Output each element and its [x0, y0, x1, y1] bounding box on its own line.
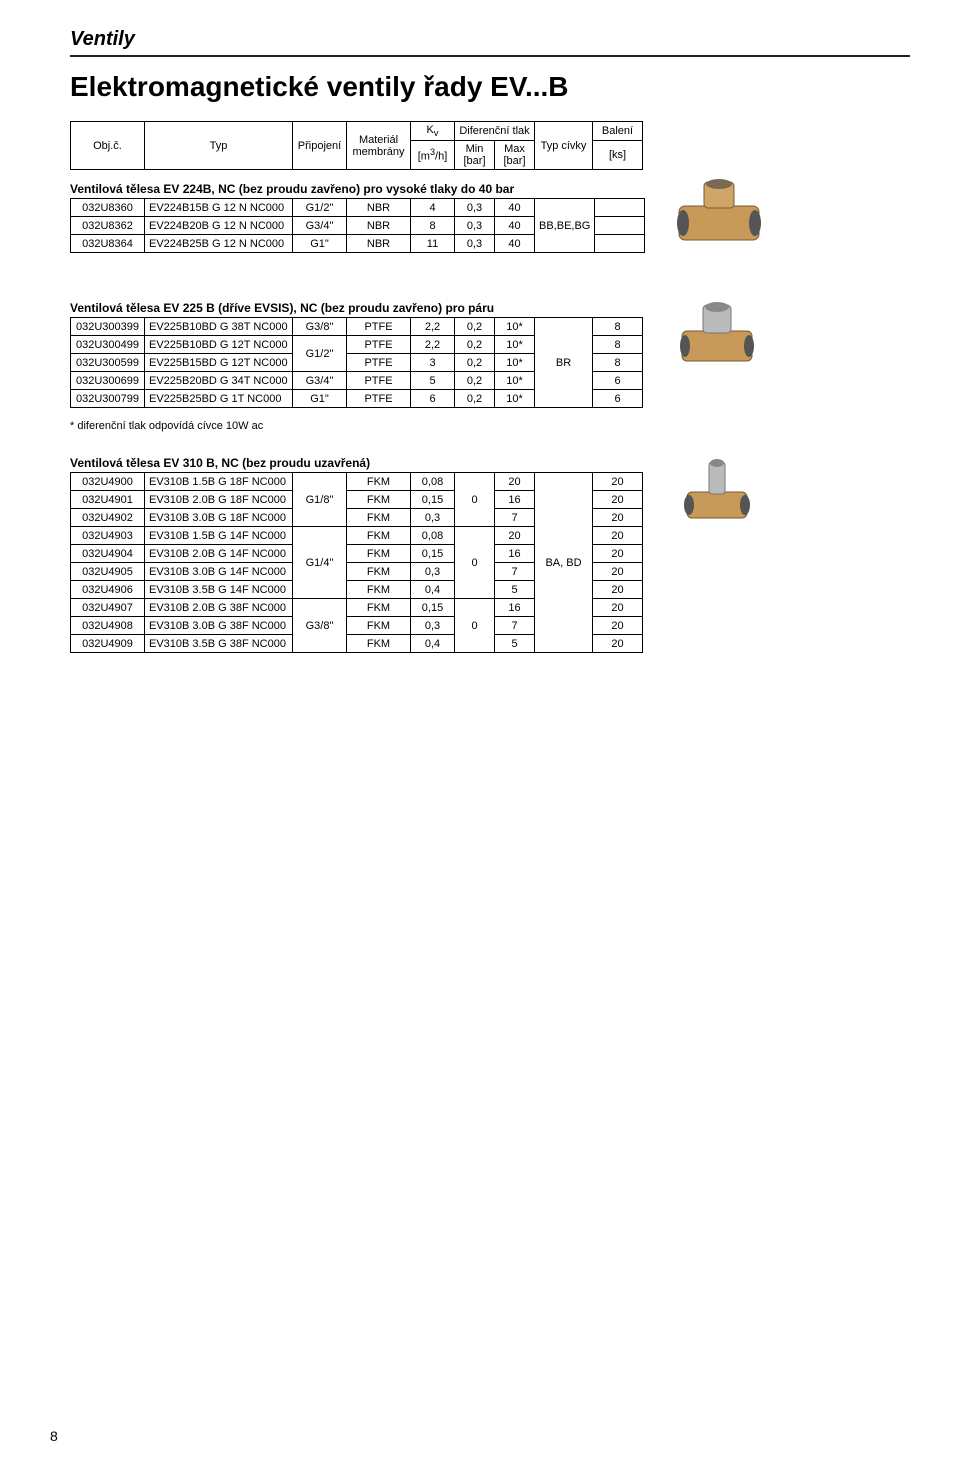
table-225: 032U300399 EV225B10BD G 38T NC000 G3/8" … — [70, 317, 643, 408]
section-310-title: Ventilová tělesa EV 310 B, NC (bez proud… — [70, 456, 643, 470]
col-prip: Připojení — [293, 122, 347, 170]
valve-image-310 — [667, 448, 767, 528]
col-kv: Kv — [411, 122, 455, 141]
section-225-title: Ventilová tělesa EV 225 B (dříve EVSIS),… — [70, 301, 643, 315]
table-row: 032U4900 EV310B 1.5B G 18F NC000 G1/8" F… — [71, 473, 643, 491]
col-mat: Materiál membrány — [347, 122, 411, 170]
page-title: Elektromagnetické ventily řady EV...B — [70, 71, 910, 103]
valve-image-225 — [667, 293, 767, 373]
col-kv-unit: [m3/h] — [411, 141, 455, 170]
valve-image-224 — [669, 174, 769, 254]
column-header-table: Obj.č. Typ Připojení Materiál membrány K… — [70, 121, 643, 170]
page-header: Ventily — [70, 28, 910, 51]
col-bal-unit: [ks] — [593, 141, 643, 170]
col-min: Min[bar] — [455, 141, 495, 170]
table-row: 032U8360 EV224B15B G 12 N NC000 G1/2" NB… — [71, 199, 645, 217]
footnote-225: * diferenční tlak odpovídá cívce 10W ac — [70, 420, 643, 432]
col-max: Max[bar] — [495, 141, 535, 170]
col-typ: Typ — [145, 122, 293, 170]
header-rule — [70, 55, 910, 57]
section-224-title: Ventilová tělesa EV 224B, NC (bez proudu… — [70, 182, 645, 196]
page-number: 8 — [50, 1428, 58, 1444]
col-civky: Typ cívky — [535, 122, 593, 170]
col-bal: Balení — [593, 122, 643, 141]
table-224: 032U8360 EV224B15B G 12 N NC000 G1/2" NB… — [70, 198, 645, 253]
col-dif: Diferenční tlak — [455, 122, 535, 141]
col-obj: Obj.č. — [71, 122, 145, 170]
table-310: 032U4900 EV310B 1.5B G 18F NC000 G1/8" F… — [70, 472, 643, 653]
table-row: 032U300399 EV225B10BD G 38T NC000 G3/8" … — [71, 318, 643, 336]
